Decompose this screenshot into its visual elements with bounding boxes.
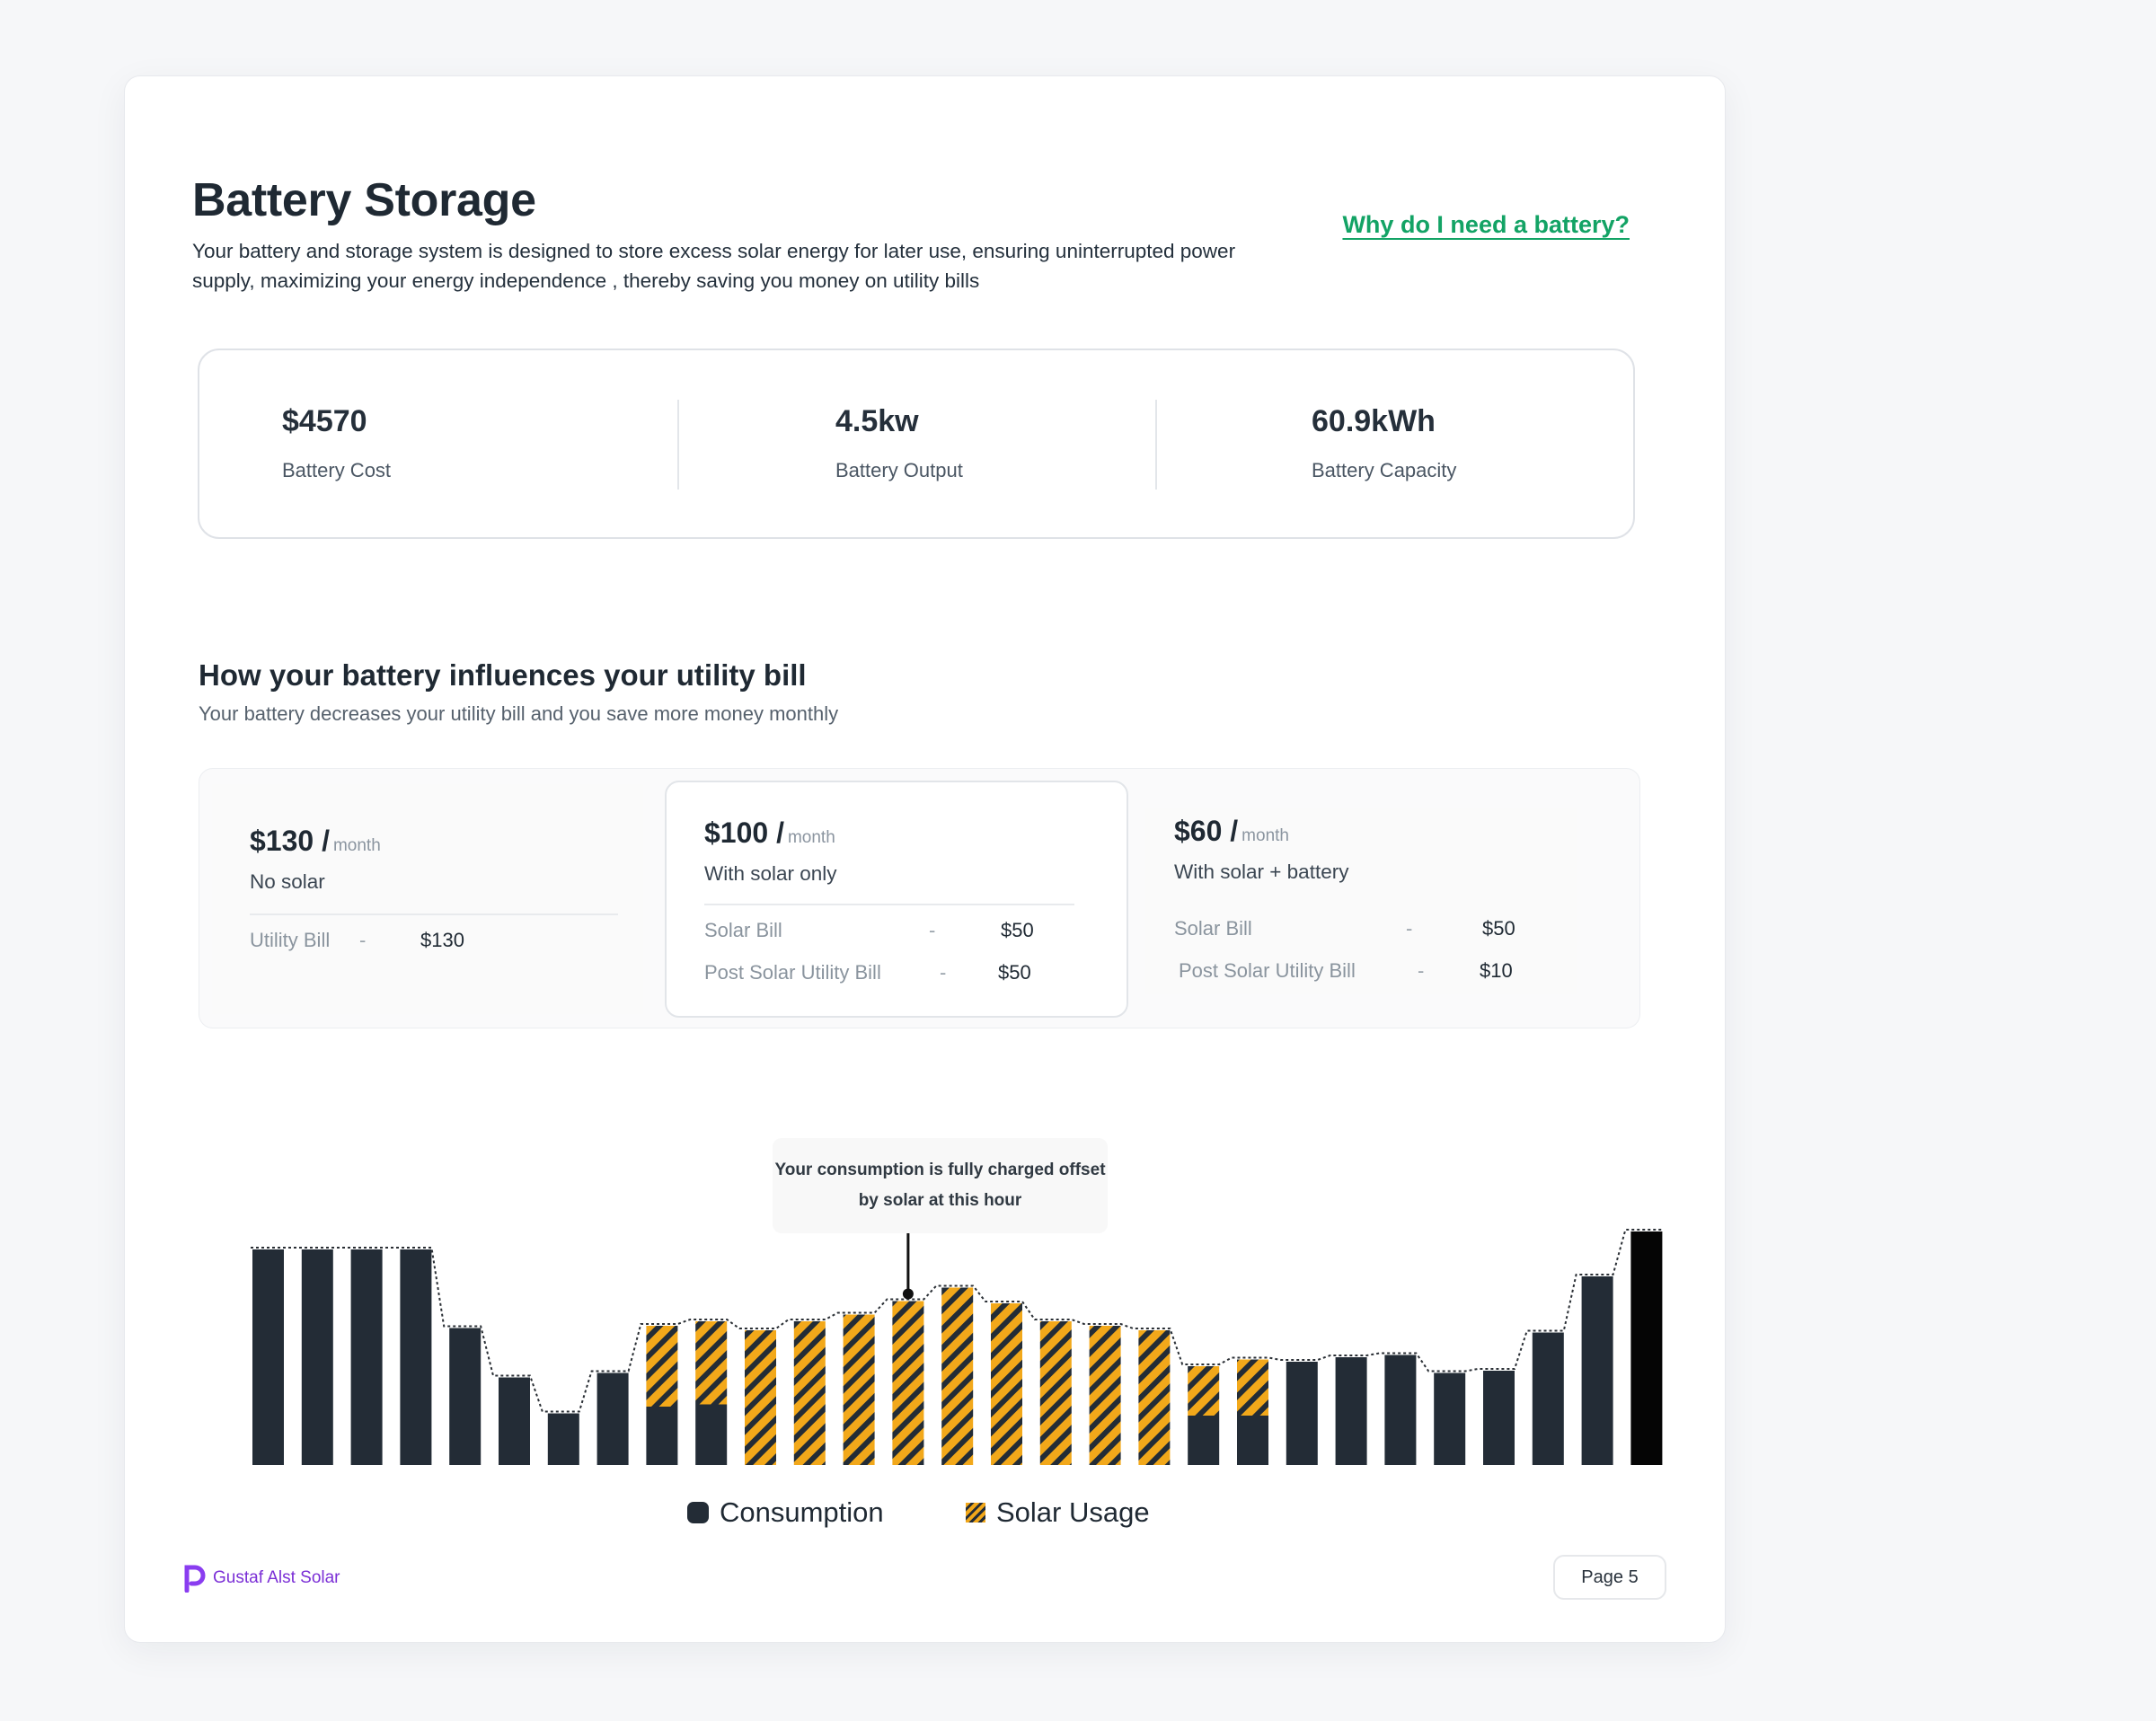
stat-value: 60.9kWh — [1312, 404, 1436, 438]
page-description: Your battery and storage system is desig… — [192, 240, 1236, 292]
page-number: Page 5 — [1553, 1555, 1666, 1600]
solar-usage-bar — [991, 1303, 1022, 1465]
consumption-bar — [400, 1249, 432, 1465]
stat-value: $4570 — [282, 404, 367, 438]
report-page: Battery Storage Your battery and storage… — [124, 75, 1726, 1643]
page-title: Battery Storage — [192, 174, 536, 226]
plan-row-solar-bill: Solar Bill - $50 — [1174, 917, 1515, 940]
consumption-bar — [1384, 1355, 1417, 1465]
plan-price: $60 /month — [1174, 815, 1289, 847]
consumption-swatch — [687, 1502, 709, 1523]
solar-usage-bar — [1188, 1366, 1220, 1416]
plan-price: $130 /month — [250, 825, 381, 857]
plan-row-utility-bill: Utility Bill - $130 — [250, 929, 464, 951]
plan-row-post-solar-bill: Post Solar Utility Bill - $10 — [1179, 959, 1513, 982]
stat-battery-output: 4.5kw Battery Output — [677, 350, 1155, 537]
consumption-bar — [1434, 1372, 1466, 1465]
consumption-bar — [547, 1413, 579, 1465]
solar-usage-swatch — [966, 1503, 985, 1522]
solar-usage-bar — [646, 1326, 678, 1407]
solar-usage-bar — [745, 1330, 776, 1465]
consumption-bar — [1335, 1357, 1367, 1465]
consumption-bar — [301, 1249, 333, 1465]
plan-name: With solar + battery — [1174, 860, 1349, 883]
consumption-bar — [1286, 1362, 1318, 1465]
consumption-outline — [251, 1229, 1663, 1413]
consumption-bar — [252, 1249, 284, 1465]
plan-name: With solar only — [704, 862, 837, 885]
consumption-bar — [1237, 1416, 1268, 1465]
legend-label: Consumption — [720, 1496, 884, 1528]
influence-title: How your battery influences your utility… — [199, 658, 807, 692]
consumption-bar — [449, 1328, 482, 1465]
solar-usage-bar — [843, 1314, 875, 1465]
solar-usage-bar — [1138, 1330, 1171, 1465]
plan-divider — [704, 904, 1074, 905]
consumption-bar — [695, 1404, 728, 1465]
battery-stats-card: $4570 Battery Cost 4.5kw Battery Output … — [198, 349, 1635, 539]
plan-solar-battery[interactable]: $60 /month With solar + battery Solar Bi… — [1145, 808, 1577, 994]
consumption-bar — [350, 1249, 383, 1465]
brand: Gustaf Alst Solar — [184, 1564, 340, 1593]
consumption-bar — [1188, 1416, 1220, 1465]
consumption-bar — [1581, 1276, 1613, 1465]
brand-name: Gustaf Alst Solar — [213, 1568, 340, 1587]
plan-divider — [250, 913, 618, 915]
consumption-bar — [1630, 1231, 1663, 1465]
stat-label: Battery Capacity — [1312, 459, 1457, 481]
legend-label: Solar Usage — [996, 1496, 1150, 1528]
legend-consumption[interactable]: Consumption — [687, 1496, 884, 1529]
solar-usage-bar — [892, 1301, 924, 1465]
stat-label: Battery Cost — [282, 459, 392, 481]
solar-usage-bar — [1039, 1321, 1072, 1465]
consumption-bar — [646, 1407, 678, 1465]
why-battery-link[interactable]: Why do I need a battery? — [1342, 211, 1630, 238]
chart-tooltip: Your consumption is fully charged offset… — [773, 1138, 1108, 1233]
plan-price: $100 /month — [704, 816, 835, 849]
plan-no-solar[interactable]: $130 /month No solar Utility Bill - $130 — [212, 784, 643, 1014]
consumption-bar — [499, 1377, 530, 1465]
tooltip-pointer-dot — [902, 1288, 914, 1300]
plan-solar-only[interactable]: $100 /month With solar only Solar Bill -… — [665, 781, 1128, 1018]
plan-row-solar-bill: Solar Bill - $50 — [704, 919, 1034, 941]
stat-battery-cost: $4570 Battery Cost — [199, 350, 677, 537]
consumption-bar — [596, 1372, 629, 1465]
plan-name: No solar — [250, 870, 325, 893]
brand-logo-icon — [184, 1565, 206, 1593]
plan-row-post-solar-bill: Post Solar Utility Bill - $50 — [704, 961, 1031, 984]
influence-subtitle: Your battery decreases your utility bill… — [199, 702, 839, 725]
solar-usage-bar — [695, 1321, 728, 1405]
plan-comparison: $130 /month No solar Utility Bill - $130… — [199, 768, 1640, 1028]
stat-value: 4.5kw — [835, 404, 919, 438]
solar-usage-bar — [941, 1287, 974, 1465]
stat-battery-capacity: 60.9kWh Battery Capacity — [1155, 350, 1633, 537]
consumption-bar — [1532, 1332, 1564, 1465]
consumption-bar — [1483, 1371, 1515, 1465]
solar-usage-bar — [1089, 1326, 1121, 1465]
solar-usage-bar — [1237, 1359, 1268, 1416]
solar-usage-bar — [793, 1321, 826, 1465]
stat-label: Battery Output — [835, 459, 963, 481]
legend-solar-usage[interactable]: Solar Usage — [966, 1496, 1150, 1529]
